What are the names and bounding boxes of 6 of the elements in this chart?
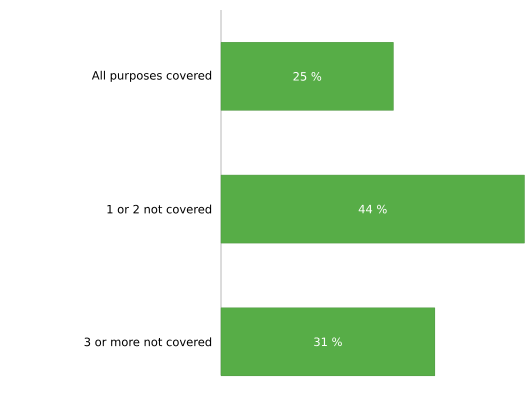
y-tick-label: 1 or 2 not covered bbox=[107, 204, 212, 214]
data-label: 44 % bbox=[358, 204, 387, 214]
y-tick-label: 3 or more not covered bbox=[84, 337, 212, 346]
data-label: 25 % bbox=[293, 72, 322, 81]
y-tick-label: All purposes covered bbox=[92, 70, 212, 82]
data-label: 31 % bbox=[314, 337, 342, 346]
